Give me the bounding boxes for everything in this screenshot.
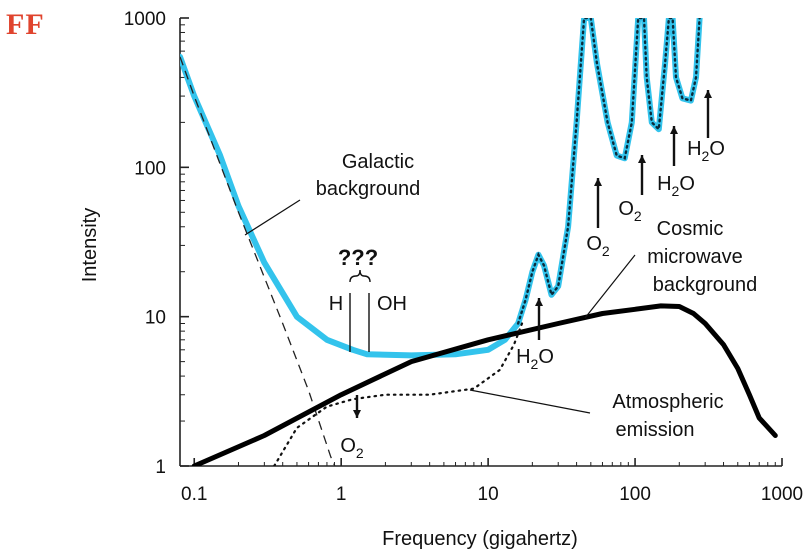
molecule-arrow-head (594, 178, 602, 186)
x-tick-label: 1 (336, 484, 347, 505)
y-tick-label: 1000 (124, 9, 166, 30)
galactic-extrapolation-line (180, 56, 336, 466)
atmos-leader (469, 389, 591, 414)
y-tick-label: 100 (134, 158, 166, 179)
atmos-label-line1: Atmospheric (612, 391, 723, 413)
molecule-label: O2 (618, 198, 642, 224)
molecule-label: O2 (586, 233, 610, 259)
y-axis-title: Intensity (79, 208, 101, 282)
galactic-label-line2: background (316, 178, 421, 200)
galactic-label-line1: Galactic (342, 151, 414, 173)
x-ticks: 0.1 1 10 100 1000 (181, 458, 803, 505)
unknown-marker: ??? (338, 245, 378, 270)
total-emission-dotted-overlay (516, 18, 701, 325)
series-group (180, 18, 778, 466)
molecule-arrow-head (704, 90, 712, 98)
cmb-label-line1: Cosmic (657, 218, 724, 240)
y-tick-label: 1 (155, 457, 166, 478)
x-axis-title: Frequency (gigahertz) (382, 528, 578, 550)
x-tick-label: 10 (478, 484, 499, 505)
molecule-label: O2 (340, 435, 364, 461)
cmb-leader (584, 254, 636, 319)
cmb-label-line3: background (653, 274, 758, 296)
molecule-arrow-head (535, 298, 543, 306)
unknown-brace (349, 269, 371, 283)
molecule-arrow-head (353, 410, 361, 418)
cmb-label-line2: microwave (647, 246, 743, 268)
y-ticks: 1 10 100 1000 (124, 9, 189, 478)
atmos-label-line2: emission (616, 419, 695, 441)
x-tick-label: 1000 (761, 484, 803, 505)
total-emission-line (180, 18, 703, 359)
x-tick-label: 100 (619, 484, 651, 505)
molecule-label: H2O (687, 138, 725, 164)
figure-label: FF (6, 8, 45, 41)
molecule-arrow-head (670, 126, 678, 134)
y-tick-label: 10 (145, 308, 166, 329)
atmospheric-emission-line (273, 322, 524, 466)
x-tick-label: 0.1 (181, 484, 207, 505)
h-line-label: H (329, 293, 343, 315)
oh-line-label: OH (377, 293, 407, 315)
molecule-arrow-head (638, 155, 646, 163)
molecule-label: H2O (657, 173, 695, 199)
molecule-label: H2O (516, 346, 554, 372)
galactic-leader (244, 199, 301, 236)
cmb-line (191, 303, 778, 466)
molecule-markers: O2 H2O O2 O2 H2O H2O (340, 90, 725, 461)
